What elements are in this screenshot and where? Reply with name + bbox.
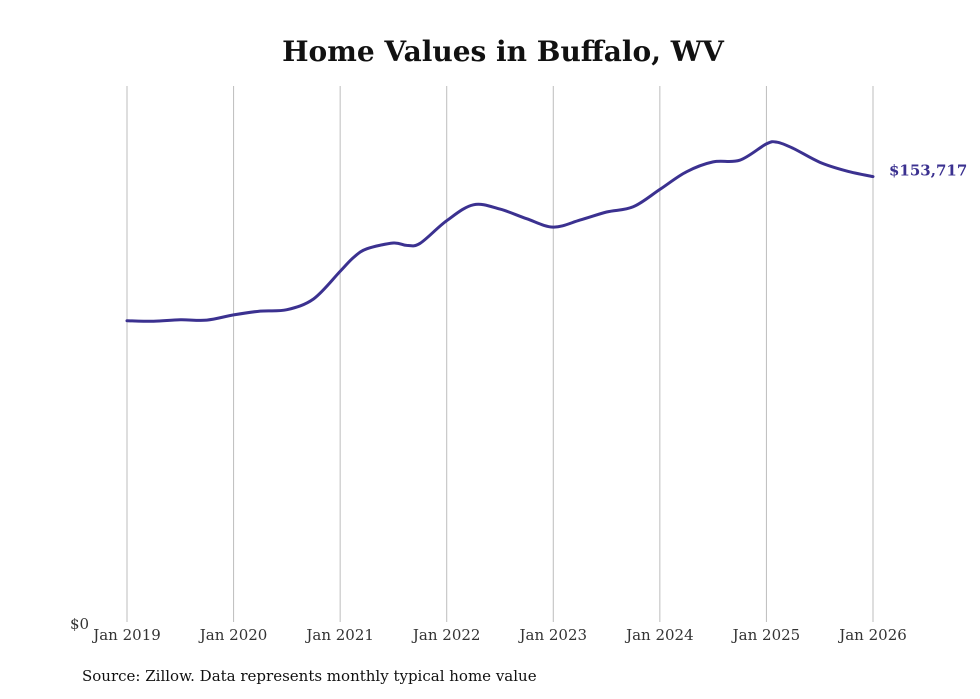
- y-axis-zero-label: $0: [70, 615, 89, 633]
- x-tick-label: Jan 2026: [837, 626, 907, 644]
- x-tick-label: Jan 2023: [518, 626, 588, 644]
- x-tick-label: Jan 2021: [304, 626, 374, 644]
- x-tick-label: Jan 2025: [731, 626, 801, 644]
- x-tick-label: Jan 2020: [198, 626, 268, 644]
- home-value-line: [125, 140, 875, 323]
- chart-title: Home Values in Buffalo, WV: [282, 35, 725, 68]
- x-tick-label: Jan 2022: [411, 626, 481, 644]
- x-tick-label: Jan 2019: [91, 626, 161, 644]
- x-tick-label: Jan 2024: [624, 626, 694, 644]
- last-value-label: $153,717: [889, 162, 967, 180]
- source-note: Source: Zillow. Data represents monthly …: [82, 667, 537, 685]
- x-axis-ticks: Jan 2019 Jan 2020 Jan 2021 Jan 2022 Jan 2023…: [91, 626, 907, 644]
- grid-lines: [126, 86, 874, 622]
